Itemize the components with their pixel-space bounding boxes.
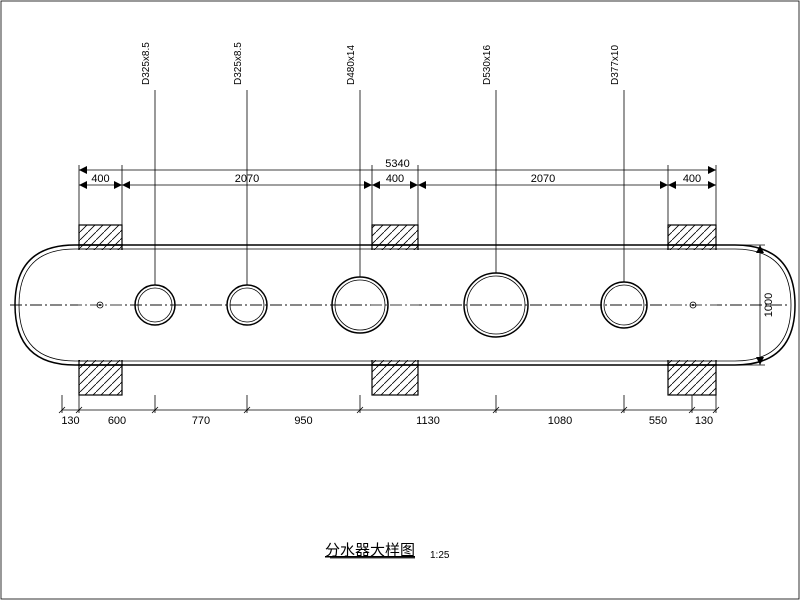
dim-bottom-seg-4: 1130 — [416, 415, 440, 427]
dim-top-seg-4: 400 — [683, 173, 701, 185]
nozzle-label-3: D530x16 — [482, 45, 493, 85]
dim-bottom-seg-0: 130 — [61, 415, 79, 427]
nozzle-label-4: D377x10 — [610, 45, 621, 85]
dim-top-seg-0: 400 — [91, 173, 109, 185]
dim-bottom-seg-3: 950 — [294, 415, 312, 427]
drawing-scale: 1:25 — [430, 550, 450, 561]
dim-top-seg-3: 2070 — [531, 173, 555, 185]
dim-bottom-seg-5: 1080 — [548, 415, 572, 427]
dim-top-seg-2: 400 — [386, 173, 404, 185]
dim-bottom-seg-2: 770 — [192, 415, 210, 427]
drawing-title: 分水器大样图 — [325, 542, 415, 559]
dim-bottom-seg-6: 550 — [649, 415, 667, 427]
dim-bottom-seg-7: 130 — [695, 415, 713, 427]
nozzle-label-0: D325x8.5 — [141, 42, 152, 85]
nozzle-label-1: D325x8.5 — [233, 42, 244, 85]
dim-height-label: 1000 — [763, 293, 775, 317]
dim-total-label: 5340 — [385, 158, 409, 170]
dim-top-seg-1: 2070 — [235, 173, 259, 185]
dim-bottom-seg-1: 600 — [108, 415, 126, 427]
nozzle-label-2: D480x14 — [346, 45, 357, 85]
